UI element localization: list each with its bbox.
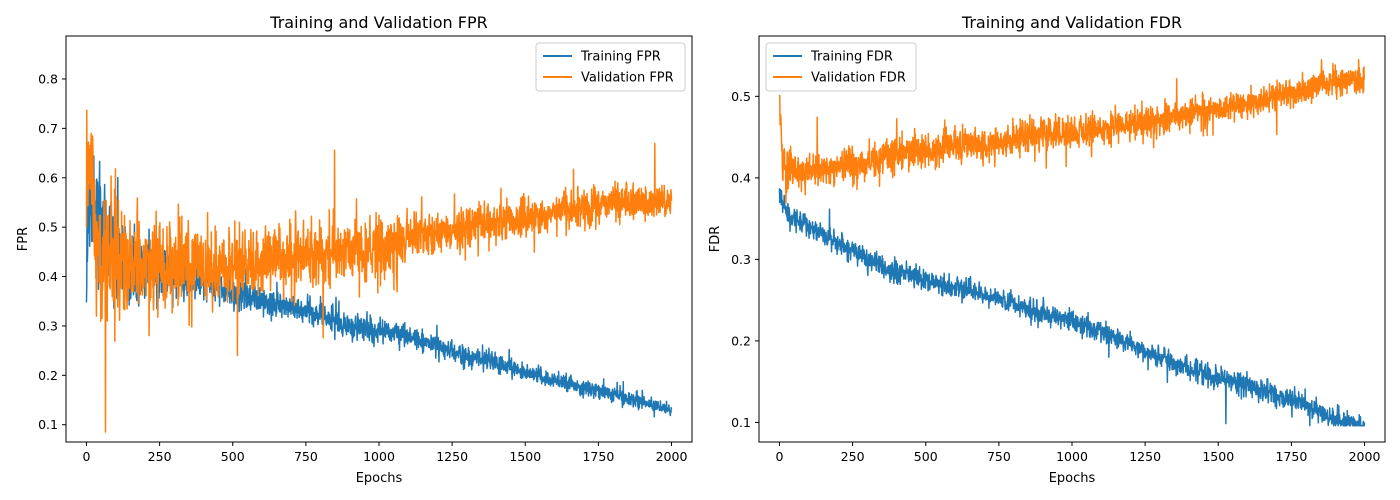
x-tick-label: 0 xyxy=(776,449,784,464)
x-tick-label: 250 xyxy=(841,449,865,464)
series-line-validation-fdr xyxy=(778,58,1366,204)
x-tick-label: 750 xyxy=(987,449,1011,464)
x-tick-label: 1750 xyxy=(582,449,614,464)
series-line-training-fpr xyxy=(85,150,673,418)
y-tick-label: 0.3 xyxy=(38,318,58,333)
chart-title: Training and Validation FPR xyxy=(269,13,487,32)
y-axis-label: FPR xyxy=(16,227,31,251)
x-tick-label: 1500 xyxy=(509,449,541,464)
x-tick-label: 0 xyxy=(83,449,91,464)
x-tick-label: 750 xyxy=(294,449,318,464)
x-axis-ticks: 0 250 500 750 1000 1250 1500 1750 2000 xyxy=(776,442,1381,464)
x-axis-label: Epochs xyxy=(356,471,403,486)
chart-fpr: Training and Validation FPR Epochs FPR 0… xyxy=(16,13,693,486)
x-tick-label: 1750 xyxy=(1275,449,1307,464)
series-line-validation-fpr xyxy=(85,109,673,433)
series-group xyxy=(778,58,1366,427)
x-tick-label: 1250 xyxy=(436,449,468,464)
x-tick-label: 1250 xyxy=(1129,449,1161,464)
axes-frame xyxy=(65,35,693,443)
chart-fdr: Training and Validation FDR Epochs FDR 0… xyxy=(708,13,1386,486)
legend: Training FPR Validation FPR xyxy=(535,42,686,92)
legend-box xyxy=(765,42,917,92)
legend-label-validation-fdr: Validation FDR xyxy=(811,71,906,86)
y-tick-label: 0.4 xyxy=(38,269,58,284)
x-tick-label: 1000 xyxy=(1056,449,1088,464)
x-tick-label: 1000 xyxy=(363,449,395,464)
y-tick-label: 0.6 xyxy=(38,170,58,185)
y-axis-ticks: 0.1 0.2 0.3 0.4 0.5 xyxy=(731,89,759,430)
legend: Training FDR Validation FDR xyxy=(765,42,917,92)
y-tick-label: 0.1 xyxy=(38,417,58,432)
x-tick-label: 250 xyxy=(148,449,172,464)
y-axis-label: FDR xyxy=(708,226,723,253)
x-axis-label: Epochs xyxy=(1049,471,1096,486)
x-axis-ticks: 0 250 500 750 1000 1250 1500 1750 2000 xyxy=(83,442,688,464)
x-tick-label: 500 xyxy=(221,449,245,464)
y-tick-label: 0.5 xyxy=(38,220,58,235)
y-tick-label: 0.2 xyxy=(731,333,751,348)
legend-label-validation-fpr: Validation FPR xyxy=(581,71,674,86)
chart-title: Training and Validation FDR xyxy=(961,13,1182,32)
x-tick-label: 2000 xyxy=(1349,449,1381,464)
y-tick-label: 0.7 xyxy=(38,121,58,136)
y-tick-label: 0.2 xyxy=(38,368,58,383)
legend-label-training-fdr: Training FDR xyxy=(810,50,893,65)
y-tick-label: 0.5 xyxy=(731,89,751,104)
x-tick-label: 1500 xyxy=(1202,449,1234,464)
x-tick-label: 2000 xyxy=(656,449,688,464)
series-group xyxy=(85,109,673,433)
x-tick-label: 500 xyxy=(914,449,938,464)
y-tick-label: 0.1 xyxy=(731,415,751,430)
y-tick-label: 0.4 xyxy=(731,170,751,185)
series-line-training-fdr xyxy=(778,188,1366,427)
legend-box xyxy=(535,42,686,92)
legend-label-training-fpr: Training FPR xyxy=(580,50,661,65)
y-tick-label: 0.8 xyxy=(38,71,58,86)
y-axis-ticks: 0.1 0.2 0.3 0.4 0.5 0.6 0.7 0.8 xyxy=(38,71,66,432)
axes-frame xyxy=(758,35,1386,443)
y-tick-label: 0.3 xyxy=(731,252,751,267)
